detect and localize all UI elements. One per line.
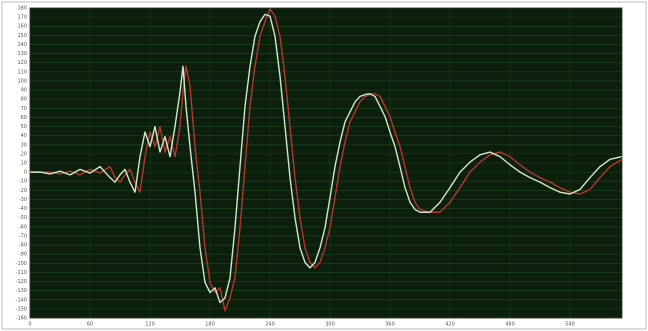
- y-tick-label: 0: [24, 170, 27, 176]
- x-tick-label: 60: [87, 322, 93, 328]
- x-tick-label: 540: [565, 322, 575, 328]
- series-line: [30, 8, 623, 312]
- y-tick-label: 100: [17, 78, 27, 84]
- y-tick-label: -40: [19, 206, 27, 212]
- x-tick-label: 180: [205, 322, 215, 328]
- y-tick-label: 50: [21, 124, 27, 130]
- y-tick-label: -130: [16, 288, 27, 294]
- series-line: [30, 13, 623, 304]
- y-tick-label: -20: [19, 188, 27, 194]
- y-tick-label: -120: [16, 279, 27, 285]
- y-tick-label: 70: [21, 106, 27, 112]
- x-tick-label: 420: [445, 322, 455, 328]
- y-tick-label: -90: [19, 252, 27, 258]
- x-tick-label: 300: [325, 322, 335, 328]
- y-tick-label: -150: [16, 306, 27, 312]
- x-tick-label: 360: [385, 322, 395, 328]
- y-tick-label: 170: [17, 15, 27, 21]
- y-tick-label: 130: [17, 51, 27, 57]
- y-tick-label: 120: [17, 60, 27, 66]
- y-tick-label: -70: [19, 233, 27, 239]
- y-tick-label: 20: [21, 151, 27, 157]
- y-tick-label: 60: [21, 115, 27, 121]
- y-tick-label: -50: [19, 215, 27, 221]
- y-tick-label: 10: [21, 161, 27, 167]
- y-tick-label: -100: [16, 261, 27, 267]
- y-tick-label: 90: [21, 88, 27, 94]
- y-tick-label: -60: [19, 224, 27, 230]
- y-tick-label: 180: [17, 6, 27, 12]
- y-tick-label: 40: [21, 133, 27, 139]
- y-tick-label: -110: [16, 270, 27, 276]
- y-tick-label: 110: [17, 69, 27, 75]
- x-tick-label: 0: [28, 322, 31, 328]
- y-tick-label: -160: [16, 316, 27, 322]
- y-tick-label: 160: [17, 24, 27, 30]
- y-tick-label: 150: [17, 33, 27, 39]
- y-tick-label: -140: [16, 297, 27, 303]
- y-tick-label: -10: [19, 179, 27, 185]
- y-tick-label: -80: [19, 243, 27, 249]
- x-tick-label: 240: [265, 322, 275, 328]
- y-tick-label: 30: [21, 142, 27, 148]
- x-tick-label: 120: [145, 322, 155, 328]
- y-tick-label: 80: [21, 97, 27, 103]
- x-tick-label: 480: [505, 322, 515, 328]
- y-tick-label: 140: [17, 42, 27, 48]
- y-tick-label: -30: [19, 197, 27, 203]
- plot-border: [29, 7, 623, 319]
